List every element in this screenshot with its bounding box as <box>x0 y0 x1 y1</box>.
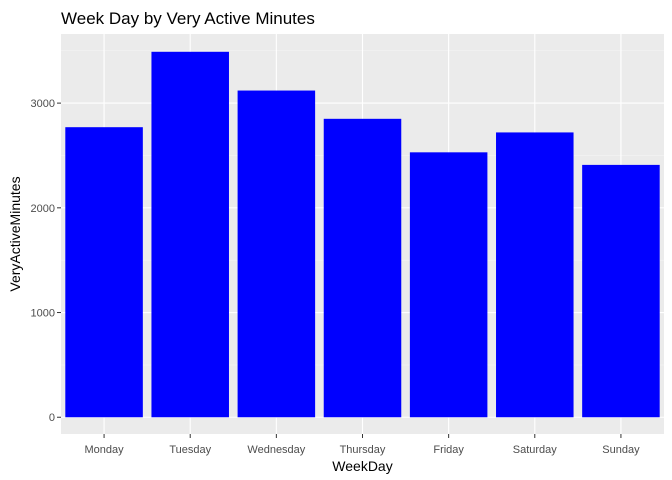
x-axis: Monday Tuesday Wednesday Thursday Friday Satu… <box>85 434 640 456</box>
y-tick-label: 0 <box>49 412 55 424</box>
bar-tuesday <box>151 51 229 418</box>
bar-friday <box>409 152 488 418</box>
y-axis: 0 1000 2000 3000 <box>31 98 61 424</box>
x-tick-label: Friday <box>433 444 464 456</box>
bar-wednesday <box>237 90 316 418</box>
bars <box>65 51 660 418</box>
bar-sunday <box>582 164 660 418</box>
y-tick-label: 3000 <box>31 98 55 110</box>
bar-saturday <box>496 132 574 418</box>
chart-title: Week Day by Very Active Minutes <box>61 9 315 28</box>
bar-monday <box>65 127 143 418</box>
y-tick-label: 2000 <box>31 203 55 215</box>
bar-thursday <box>323 118 402 418</box>
x-tick-label: Thursday <box>340 444 386 456</box>
y-tick-label: 1000 <box>31 308 55 320</box>
x-tick-label: Sunday <box>602 444 640 456</box>
x-tick-label: Saturday <box>513 444 558 456</box>
x-tick-label: Monday <box>85 444 125 456</box>
x-tick-label: Tuesday <box>169 444 211 456</box>
x-axis-title: WeekDay <box>332 458 392 474</box>
y-axis-title: VeryActiveMinutes <box>7 176 23 291</box>
x-tick-label: Wednesday <box>247 444 305 456</box>
